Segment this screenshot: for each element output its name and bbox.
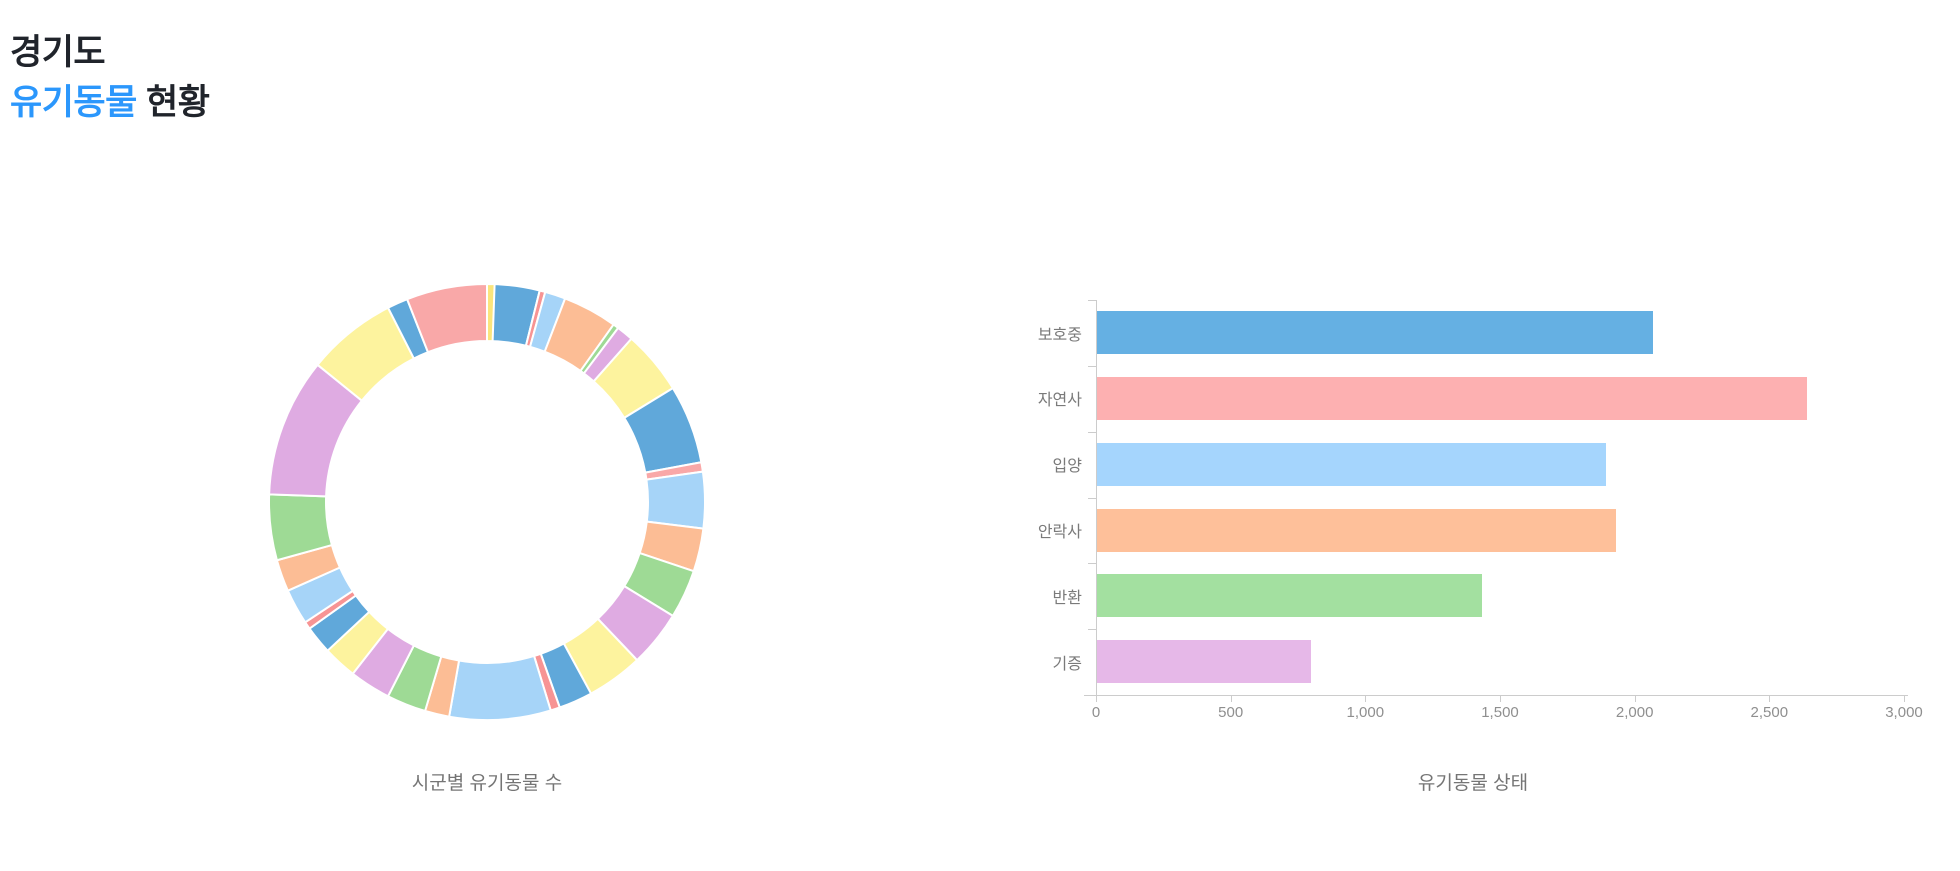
- page-title-highlight: 유기동물: [10, 83, 137, 122]
- x-axis-tick: [1096, 696, 1097, 702]
- y-axis-tick: [1088, 563, 1096, 565]
- y-axis-tick: [1088, 629, 1096, 631]
- bar-2[interactable]: [1097, 442, 1606, 486]
- category-label-4: 반환: [1052, 589, 1082, 607]
- page-title-rest: 현황: [136, 83, 210, 122]
- donut-segment-16[interactable]: [448, 654, 552, 721]
- bar-5[interactable]: [1097, 640, 1312, 684]
- donut-segment-30[interactable]: [486, 282, 496, 343]
- x-axis-line: [1084, 695, 1908, 696]
- y-axis-tick: [1088, 300, 1096, 301]
- x-axis-tick-label-2: 1,000: [1346, 704, 1385, 721]
- y-axis-tick: [1088, 695, 1096, 696]
- x-axis-tick: [1634, 696, 1636, 702]
- x-axis-tick-label-0: 0: [1091, 704, 1101, 721]
- x-axis-tick-label-5: 2,500: [1750, 704, 1789, 721]
- category-label-1: 자연사: [1037, 392, 1082, 410]
- x-axis-tick-label-1: 500: [1218, 704, 1244, 721]
- page-title: 경기도 유기동물 현황: [10, 28, 210, 128]
- category-label-3: 안락사: [1037, 524, 1082, 541]
- bar-4[interactable]: [1097, 574, 1483, 618]
- y-axis-tick: [1088, 431, 1096, 433]
- x-axis-tick: [1904, 696, 1905, 702]
- category-label-5: 기증: [1052, 655, 1082, 673]
- category-label-2: 입양: [1052, 458, 1082, 476]
- donut-chart: [267, 282, 707, 722]
- bar-chart-title: 유기동물 상태: [1417, 773, 1529, 794]
- x-axis-tick-label-3: 1,500: [1481, 704, 1519, 721]
- donut-chart-title: 시군별 유기동물 수: [411, 773, 563, 794]
- bar-plot-area: 0 500 1,000 1,500 2,000 2,500 3,000: [1084, 300, 1923, 721]
- x-axis-tick: [1365, 696, 1367, 702]
- y-axis-tick: [1088, 497, 1096, 499]
- donut-ring: [268, 282, 706, 721]
- y-axis-tick: [1088, 365, 1096, 367]
- x-axis-tick: [1769, 696, 1771, 702]
- bar-3[interactable]: [1097, 508, 1616, 552]
- x-axis-tick-label-6: 3,000: [1885, 704, 1923, 721]
- page-title-line2: 유기동물 현황: [10, 78, 210, 128]
- x-axis-tick: [1500, 696, 1501, 702]
- y-axis-line: [1096, 300, 1097, 696]
- donut-segment-9[interactable]: [645, 470, 706, 530]
- bar-1[interactable]: [1097, 376, 1807, 420]
- x-axis-tick-label-4: 2,000: [1615, 704, 1654, 721]
- bar-0[interactable]: [1097, 311, 1654, 354]
- page-title-line1: 경기도: [10, 33, 106, 72]
- category-label-0: 보호중: [1037, 326, 1082, 344]
- x-axis-tick: [1230, 696, 1232, 702]
